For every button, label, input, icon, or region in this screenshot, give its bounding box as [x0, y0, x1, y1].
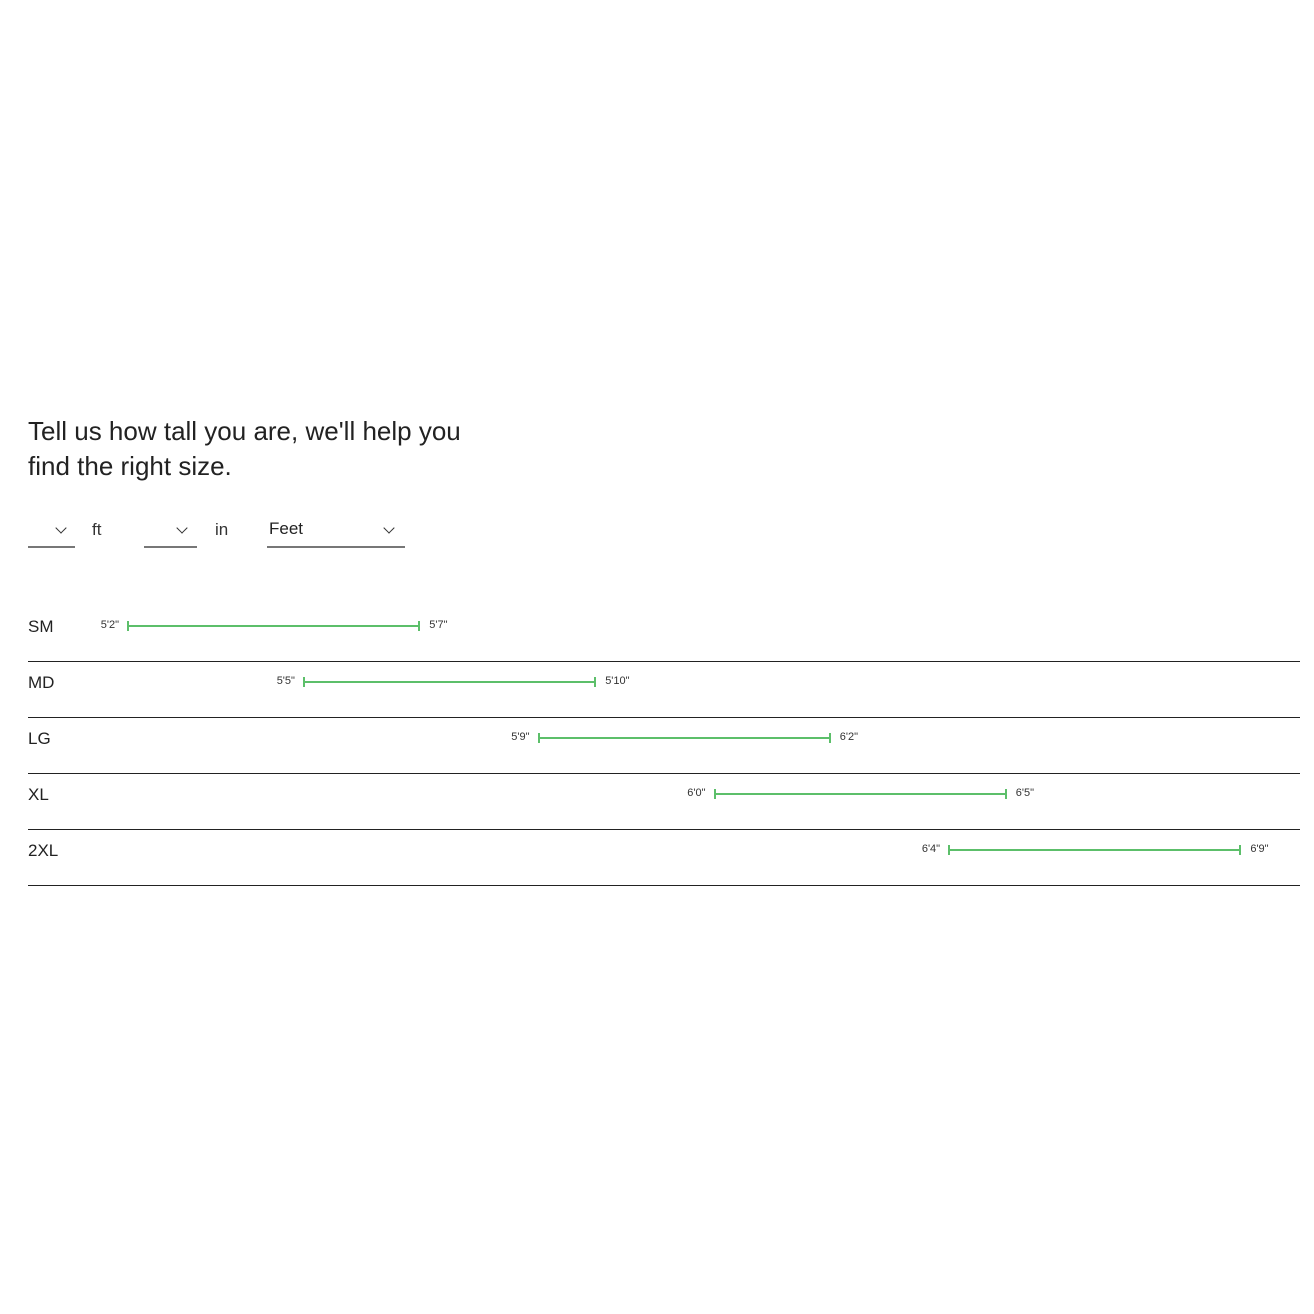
- min-height-label: 6'4": [921, 843, 941, 855]
- max-height-label: 5'7": [429, 619, 448, 631]
- chevron-down-icon: [55, 522, 67, 534]
- size-label: 2XL: [28, 841, 59, 860]
- chevron-down-icon: [176, 522, 188, 534]
- page-heading: Tell us how tall you are, we'll help you…: [28, 416, 461, 481]
- size-label: MD: [28, 673, 55, 692]
- max-height-label: 5'10": [605, 675, 630, 687]
- height-range-bar: [537, 733, 832, 743]
- max-height-label: 6'9": [1250, 843, 1269, 855]
- size-label: LG: [28, 729, 51, 748]
- min-height-label: 5'2": [100, 619, 119, 631]
- height-range-bar: [127, 621, 421, 631]
- size-label: SM: [28, 617, 54, 636]
- size-label: XL: [28, 785, 49, 804]
- size-row: MD 5'5" 5'10": [28, 661, 1300, 718]
- height-range-bar: [713, 789, 1008, 799]
- size-row: LG 5'9" 6'2": [28, 717, 1300, 774]
- height-range-bar: [948, 845, 1242, 855]
- unit-system-value: Feet: [269, 519, 304, 538]
- feet-select[interactable]: [28, 512, 75, 548]
- size-row: XL 6'0" 6'5": [28, 773, 1300, 830]
- max-height-label: 6'5": [1015, 787, 1034, 799]
- max-height-label: 6'2": [839, 731, 859, 743]
- size-row: SM 5'2" 5'7": [28, 605, 1300, 662]
- feet-unit-label: ft: [92, 520, 102, 539]
- inches-select[interactable]: [144, 512, 197, 548]
- min-height-label: 5'5": [276, 675, 295, 687]
- min-height-label: 5'9": [511, 731, 530, 743]
- size-row: 2XL 6'4" 6'9": [28, 829, 1300, 886]
- inches-unit-label: in: [215, 520, 229, 539]
- height-range-bar: [302, 677, 597, 687]
- chevron-down-icon: [383, 522, 395, 534]
- unit-system-select[interactable]: Feet: [267, 512, 405, 548]
- min-height-label: 6'0": [687, 787, 706, 799]
